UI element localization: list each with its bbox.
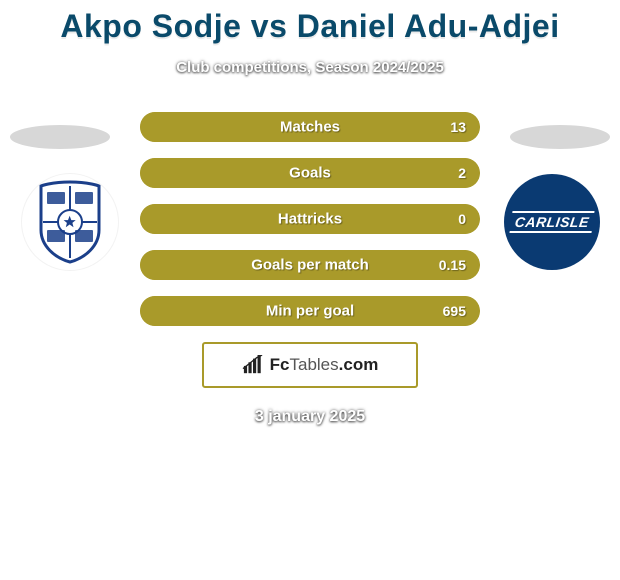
branding-prefix: Fc (270, 355, 290, 374)
stat-label: Min per goal (266, 303, 354, 320)
branding-text: FcTables.com (270, 355, 379, 375)
stat-value-right: 2 (458, 165, 466, 181)
stat-value-right: 13 (450, 119, 466, 135)
subtitle: Club competitions, Season 2024/2025 (0, 59, 620, 76)
stat-row: Hattricks 0 (140, 204, 480, 234)
branding-box[interactable]: FcTables.com (202, 342, 418, 388)
branding-suffix: Tables (290, 355, 339, 374)
stat-row: Goals 2 (140, 158, 480, 188)
branding-tld: .com (339, 355, 379, 374)
stat-value-right: 0 (458, 211, 466, 227)
stat-row: Goals per match 0.15 (140, 250, 480, 280)
stat-row: Min per goal 695 (140, 296, 480, 326)
stat-label: Goals (289, 165, 331, 182)
page-title: Akpo Sodje vs Daniel Adu-Adjei (0, 0, 620, 45)
stat-value-right: 695 (443, 303, 466, 319)
stat-label: Matches (280, 119, 340, 136)
bar-chart-icon (242, 355, 264, 375)
stat-label: Goals per match (251, 257, 369, 274)
stats-area: Matches 13 Goals 2 Hattricks 0 Goals per match… (0, 112, 620, 326)
stat-value-right: 0.15 (439, 257, 466, 273)
stat-row: Matches 13 (140, 112, 480, 142)
stat-label: Hattricks (278, 211, 342, 228)
date-label: 3 january 2025 (0, 408, 620, 426)
